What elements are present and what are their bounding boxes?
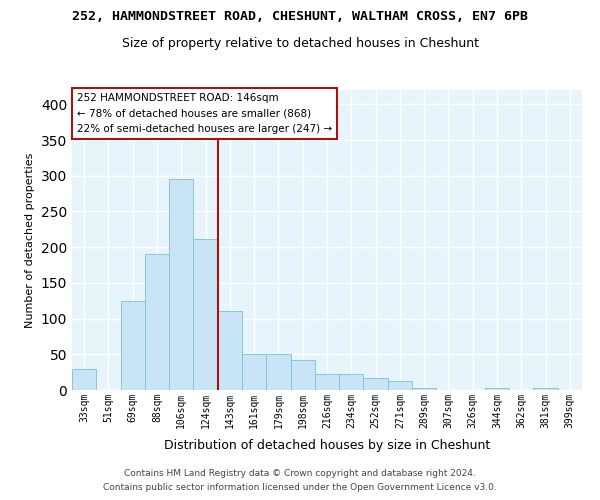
Bar [218, 312, 242, 390]
Text: 252 HAMMONDSTREET ROAD: 146sqm
← 78% of detached houses are smaller (868)
22% of: 252 HAMMONDSTREET ROAD: 146sqm ← 78% of … [77, 93, 332, 134]
Bar [412, 388, 436, 390]
Bar [266, 354, 290, 390]
Bar [242, 354, 266, 390]
Text: Contains HM Land Registry data © Crown copyright and database right 2024.: Contains HM Land Registry data © Crown c… [124, 468, 476, 477]
Bar [533, 388, 558, 390]
Bar [485, 388, 509, 390]
Bar [169, 180, 193, 390]
Text: Size of property relative to detached houses in Cheshunt: Size of property relative to detached ho… [121, 38, 479, 51]
Bar [315, 374, 339, 390]
Bar [72, 368, 96, 390]
Bar [339, 374, 364, 390]
Bar [193, 238, 218, 390]
Y-axis label: Number of detached properties: Number of detached properties [25, 152, 35, 328]
X-axis label: Distribution of detached houses by size in Cheshunt: Distribution of detached houses by size … [164, 439, 490, 452]
Bar [145, 254, 169, 390]
Text: 252, HAMMONDSTREET ROAD, CHESHUNT, WALTHAM CROSS, EN7 6PB: 252, HAMMONDSTREET ROAD, CHESHUNT, WALTH… [72, 10, 528, 23]
Text: Contains public sector information licensed under the Open Government Licence v3: Contains public sector information licen… [103, 484, 497, 492]
Bar [364, 378, 388, 390]
Bar [290, 360, 315, 390]
Bar [388, 380, 412, 390]
Bar [121, 300, 145, 390]
